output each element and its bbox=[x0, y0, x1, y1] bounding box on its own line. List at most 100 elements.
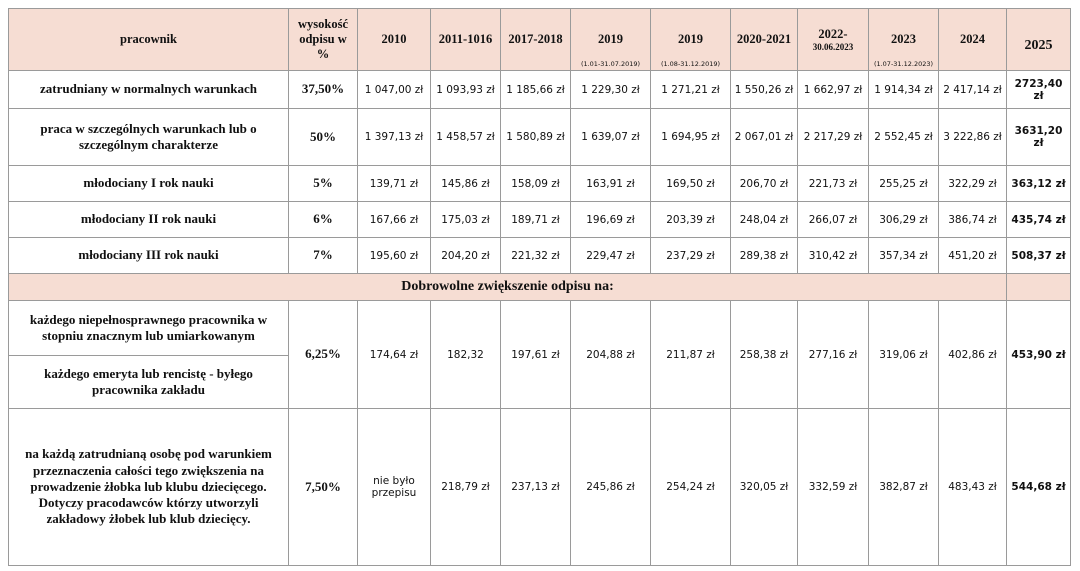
cell: 206,70 zł bbox=[730, 165, 798, 202]
row-label: każdego niepełnosprawnego pracownika w s… bbox=[8, 300, 289, 356]
cell: 6% bbox=[288, 201, 358, 238]
header-title: 2019 bbox=[678, 32, 703, 46]
cell: 204,20 zł bbox=[430, 237, 501, 274]
cell: 6,25% bbox=[288, 300, 358, 409]
cell: 7,50% bbox=[288, 408, 358, 566]
cell: 289,38 zł bbox=[730, 237, 798, 274]
cell: 211,87 zł bbox=[650, 300, 731, 409]
cell: 204,88 zł bbox=[570, 300, 651, 409]
header-title: 2023 bbox=[891, 32, 916, 46]
cell: 3 222,86 zł bbox=[938, 108, 1007, 166]
header-cell: 2019 (1.01-31.07.2019) bbox=[570, 8, 651, 71]
table-body: pracownik wysokość odpisu w % 2010 2011-101… bbox=[8, 8, 1071, 566]
cell: 435,74 zł bbox=[1006, 201, 1071, 238]
cell: 382,87 zł bbox=[868, 408, 939, 566]
header-title: 2024 bbox=[960, 32, 985, 46]
cell: 453,90 zł bbox=[1006, 300, 1071, 409]
cell: 174,64 zł bbox=[357, 300, 431, 409]
cell: 2 067,01 zł bbox=[730, 108, 798, 166]
cell: 139,71 zł bbox=[357, 165, 431, 202]
row-label: praca w szczególnych warunkach lub o szc… bbox=[8, 108, 289, 166]
header-cell: 2017-2018 bbox=[500, 8, 571, 71]
header-cell: 2025 bbox=[1006, 8, 1071, 71]
cell: 254,24 zł bbox=[650, 408, 731, 566]
cell: 245,86 zł bbox=[570, 408, 651, 566]
header-title: pracownik bbox=[120, 32, 177, 46]
cell: 1 694,95 zł bbox=[650, 108, 731, 166]
cell: 197,61 zł bbox=[500, 300, 571, 409]
header-title: 2025 bbox=[1024, 38, 1053, 53]
header-row: pracownik wysokość odpisu w % 2010 2011-101… bbox=[8, 8, 1071, 71]
cell: 237,13 zł bbox=[500, 408, 571, 566]
cell: 266,07 zł bbox=[797, 201, 869, 238]
header-cell: 2023 (1.07-31.12.2023) bbox=[868, 8, 939, 71]
cell: 1 662,97 zł bbox=[797, 70, 869, 109]
header-cell: 2011-1016 bbox=[430, 8, 501, 71]
header-cell: wysokość odpisu w % bbox=[288, 8, 358, 71]
cell: 203,39 zł bbox=[650, 201, 731, 238]
data-row: zatrudniany w normalnych warunkach 37,50%… bbox=[8, 70, 1071, 109]
header-cell: 2022- 30.06.2023 bbox=[797, 8, 869, 71]
cell: 50% bbox=[288, 108, 358, 166]
cell: 163,91 zł bbox=[570, 165, 651, 202]
row-label: każdego emeryta lub rencistę - byłego pr… bbox=[8, 355, 289, 409]
cell: 357,34 zł bbox=[868, 237, 939, 274]
note: (1.07-31.12.2023) bbox=[873, 60, 934, 68]
cell: 1 458,57 zł bbox=[430, 108, 501, 166]
cell: 7% bbox=[288, 237, 358, 274]
cell: 2 552,45 zł bbox=[868, 108, 939, 166]
cell: 2723,40 zł bbox=[1006, 70, 1071, 109]
header-cell: 2024 bbox=[938, 8, 1007, 71]
cell: 3631,20 zł bbox=[1006, 108, 1071, 166]
cell: 221,32 zł bbox=[500, 237, 571, 274]
section-title: Dobrowolne zwiększenie odpisu na: bbox=[8, 273, 1007, 301]
cell: 320,05 zł bbox=[730, 408, 798, 566]
cell: 1 185,66 zł bbox=[500, 70, 571, 109]
header-title: wysokość odpisu w % bbox=[297, 17, 348, 61]
allowance-table: pracownik wysokość odpisu w % 2010 2011-101… bbox=[8, 8, 1071, 566]
header-title: 2017-2018 bbox=[508, 32, 563, 46]
cell: 2 217,29 zł bbox=[797, 108, 869, 166]
cell: 145,86 zł bbox=[430, 165, 501, 202]
cell: 1 550,26 zł bbox=[730, 70, 798, 109]
header-cell: 2020-2021 bbox=[730, 8, 798, 71]
header-title: 2022- bbox=[818, 27, 848, 41]
cell: 363,12 zł bbox=[1006, 165, 1071, 202]
cell: 169,50 zł bbox=[650, 165, 731, 202]
cell: 319,06 zł bbox=[868, 300, 939, 409]
header-title: 2011-1016 bbox=[438, 32, 493, 46]
cell: 1 093,93 zł bbox=[430, 70, 501, 109]
data-row: każdego niepełnosprawnego pracownika w s… bbox=[8, 300, 1071, 409]
cell: 237,29 zł bbox=[650, 237, 731, 274]
data-row: na każdą zatrudnianą osobę pod warunkiem… bbox=[8, 408, 1071, 566]
cell: 158,09 zł bbox=[500, 165, 571, 202]
cell: 196,69 zł bbox=[570, 201, 651, 238]
header-cell: pracownik bbox=[8, 8, 289, 71]
cell: 322,29 zł bbox=[938, 165, 1007, 202]
row-label: młodociany III rok nauki bbox=[8, 237, 289, 274]
cell: 248,04 zł bbox=[730, 201, 798, 238]
cell: 483,43 zł bbox=[938, 408, 1007, 566]
section-end bbox=[1006, 273, 1071, 301]
section-row: Dobrowolne zwiększenie odpisu na: bbox=[8, 273, 1071, 301]
data-row: każdego emeryta lub rencistę - byłego pr… bbox=[8, 355, 1071, 409]
cell: 189,71 zł bbox=[500, 201, 571, 238]
cell: 451,20 zł bbox=[938, 237, 1007, 274]
cell: 1 914,34 zł bbox=[868, 70, 939, 109]
cell: 508,37 zł bbox=[1006, 237, 1071, 274]
cell: 2 417,14 zł bbox=[938, 70, 1007, 109]
header-title: 2019 bbox=[598, 32, 623, 46]
cell: 221,73 zł bbox=[797, 165, 869, 202]
cell: 218,79 zł bbox=[430, 408, 501, 566]
data-row: młodociany II rok nauki 6% 167,66 zł 175,03… bbox=[8, 201, 1071, 238]
header-title: 2020-2021 bbox=[736, 32, 792, 46]
row-label: na każdą zatrudnianą osobę pod warunkiem… bbox=[8, 408, 289, 566]
note: (1.08-31.12.2019) bbox=[660, 60, 721, 68]
data-row: młodociany III rok nauki 7% 195,60 zł 204,2… bbox=[8, 237, 1071, 274]
header-cell: 2019 (1.08-31.12.2019) bbox=[650, 8, 731, 71]
cell: 1 397,13 zł bbox=[357, 108, 431, 166]
table-wrap: pracownik wysokość odpisu w % 2010 2011-101… bbox=[8, 8, 1071, 566]
cell: 37,50% bbox=[288, 70, 358, 109]
cell: 195,60 zł bbox=[357, 237, 431, 274]
cell: 310,42 zł bbox=[797, 237, 869, 274]
